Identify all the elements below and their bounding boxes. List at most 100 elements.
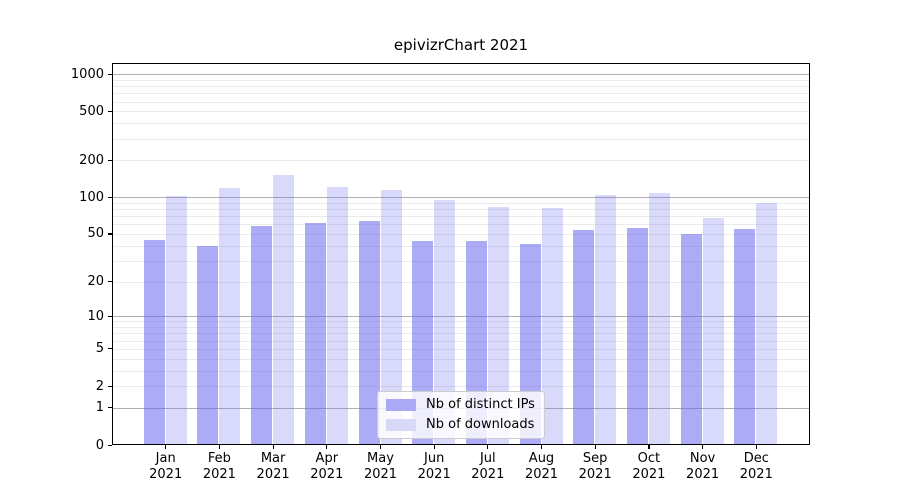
y-gridline-minor (112, 79, 810, 81)
y-tick-label: 0 (95, 437, 104, 453)
y-gridline-minor (112, 111, 810, 113)
x-tick-label: Jan 2021 (149, 451, 183, 482)
y-gridline-minor (112, 358, 810, 360)
y-tick-mark (107, 407, 112, 409)
bar-downloads (648, 192, 670, 445)
y-tick-label: 1000 (70, 66, 104, 82)
y-tick-label: 2 (95, 378, 104, 394)
y-gridline-minor (112, 386, 810, 387)
x-tick-mark (755, 445, 757, 449)
x-tick-mark (487, 445, 489, 449)
y-gridline-minor (112, 101, 810, 103)
bar-distinct-ips (573, 229, 595, 445)
x-tick-label: Jul 2021 (471, 451, 505, 482)
x-tick-mark (433, 445, 435, 449)
y-tick-label: 10 (87, 308, 104, 324)
y-gridline-minor (112, 123, 810, 125)
x-tick-mark (218, 445, 221, 449)
x-tick-label: Aug 2021 (524, 451, 559, 482)
y-gridline-minor (112, 333, 810, 335)
y-gridline-minor (112, 209, 810, 211)
y-tick-label: 200 (79, 152, 104, 168)
bar-downloads (380, 189, 402, 445)
x-tick-label: Apr 2021 (310, 451, 344, 482)
y-tick-label: 50 (87, 226, 104, 242)
bar-distinct-ips (358, 220, 380, 445)
y-tick-label: 5 (95, 341, 104, 357)
x-tick-label: Dec 2021 (739, 451, 773, 482)
bar-distinct-ips (304, 223, 326, 445)
x-tick-mark (165, 445, 167, 449)
y-gridline-minor (112, 233, 810, 235)
x-tick-label: Jun 2021 (417, 451, 451, 482)
y-gridline-minor (112, 202, 810, 204)
legend-label-downloads: Nb of downloads (426, 417, 535, 432)
legend-swatch-distinct-ips-icon (386, 399, 416, 411)
legend-row-distinct-ips: Nb of distinct IPs (386, 397, 536, 413)
x-tick-mark (272, 445, 274, 449)
x-tick-label: Feb 2021 (202, 451, 236, 482)
y-gridline-major (112, 197, 810, 199)
y-tick-mark (107, 315, 112, 317)
y-gridline-minor (112, 281, 810, 283)
bar-distinct-ips (626, 227, 648, 445)
y-gridline-minor (112, 348, 810, 350)
y-gridline-minor (112, 245, 810, 247)
y-gridline-minor (112, 327, 810, 328)
y-gridline-minor (112, 160, 810, 162)
legend-row-downloads: Nb of downloads (386, 417, 536, 433)
bar-distinct-ips (251, 226, 273, 445)
x-tick-mark (594, 445, 596, 449)
y-gridline-minor (112, 321, 810, 323)
legend: Nb of distinct IPs Nb of downloads (377, 391, 545, 439)
y-tick-label: 1 (95, 400, 104, 416)
y-tick-mark (107, 159, 112, 161)
bar-downloads (434, 200, 456, 445)
bar-downloads (165, 196, 187, 445)
y-gridline-minor (112, 340, 810, 342)
x-tick-mark (380, 445, 382, 449)
y-tick-mark (107, 281, 112, 283)
chart-title: epivizrChart 2021 (393, 36, 529, 54)
bar-distinct-ips (197, 245, 219, 445)
y-tick-mark (107, 110, 112, 112)
x-tick-label: Sep 2021 (578, 451, 612, 482)
bar-downloads (273, 174, 295, 445)
x-tick-label: Oct 2021 (632, 451, 666, 482)
y-tick-label: 100 (79, 189, 104, 205)
y-gridline-minor (112, 260, 810, 262)
bar-downloads (326, 187, 348, 445)
y-tick-mark (107, 196, 112, 198)
bar-distinct-ips (143, 239, 165, 445)
y-gridline-minor (112, 86, 810, 88)
y-gridline-minor (112, 216, 810, 218)
y-tick-label: 20 (87, 274, 104, 290)
x-tick-label: Mar 2021 (256, 451, 290, 482)
y-tick-mark (107, 348, 112, 350)
legend-swatch-downloads-icon (386, 419, 416, 431)
x-tick-mark (541, 445, 543, 449)
y-gridline-minor (112, 138, 810, 140)
plot-area (112, 63, 810, 445)
y-tick-mark (107, 444, 112, 446)
y-gridline-minor (112, 93, 810, 95)
bar-downloads (219, 188, 241, 445)
x-tick-label: Nov 2021 (686, 451, 720, 482)
x-tick-mark (648, 445, 650, 449)
y-gridline-major (112, 316, 810, 318)
y-tick-label: 500 (79, 103, 104, 119)
x-tick-mark (326, 445, 328, 449)
legend-label-distinct-ips: Nb of distinct IPs (426, 397, 535, 412)
y-tick-mark (107, 233, 112, 235)
bar-downloads (756, 202, 778, 445)
bar-distinct-ips (734, 228, 756, 445)
y-tick-mark (107, 73, 112, 75)
y-tick-mark (107, 385, 112, 387)
bar-downloads (702, 217, 724, 445)
bar-downloads (595, 195, 617, 445)
bar-downloads (541, 208, 563, 445)
y-gridline-minor (112, 224, 810, 226)
x-tick-label: May 2021 (363, 451, 398, 482)
y-gridline-major (112, 74, 810, 76)
